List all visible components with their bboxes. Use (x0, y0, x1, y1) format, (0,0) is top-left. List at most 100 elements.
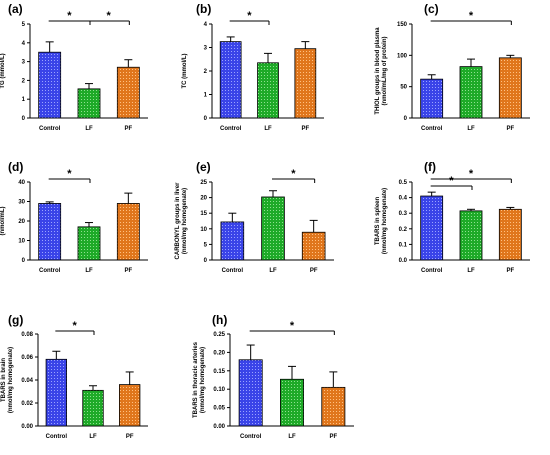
y-axis-title: TBARS in spleen(nmol/mg homogenate) (375, 188, 388, 254)
bar-control (420, 195, 444, 261)
bar-lf (459, 66, 483, 119)
y-axis-title-line: (nmol/mg homogenate) (200, 347, 206, 413)
bar-lf (261, 196, 285, 261)
y-tick-label: 100 (397, 53, 408, 59)
category-label: LF (264, 126, 272, 132)
y-tick-label: 0.4 (399, 196, 408, 202)
y-tick-label: 3 (22, 60, 26, 66)
category-label: PF (126, 434, 134, 440)
bar-lf (257, 62, 279, 119)
y-axis-title: TC (mmol/L) (182, 54, 188, 89)
y-tick-label: 20 (200, 196, 207, 202)
y-axis-title-line: TC (mmol/L) (182, 54, 188, 89)
y-tick-label: 0.02 (21, 401, 33, 407)
y-axis-title-line: (nmol/mg homogenate) (382, 188, 388, 254)
y-tick-label: 0.05 (213, 406, 225, 412)
panel-c: (c) 0 50 100 150 THIOL groups in blood plasma… (375, 2, 530, 132)
y-axis-title-line: (nmol/mg homogenate) (182, 188, 188, 254)
y-tick-label: 0 (22, 116, 26, 122)
significance-marker: * (67, 168, 72, 180)
bar-pf (294, 48, 317, 119)
bar-control (420, 78, 444, 119)
y-tick-label: 0.00 (213, 424, 225, 430)
y-axis-title-line: (nmol/mL/mg of protein) (382, 37, 388, 106)
y-tick-label: 0.08 (21, 332, 33, 338)
panel-a: (a) 0 1 2 3 4 5 TG (mmol/L) Control LF PF * * (0, 2, 148, 132)
category-label: LF (85, 126, 93, 132)
y-tick-label: 0.15 (213, 369, 225, 375)
bar-control (220, 221, 245, 261)
y-axis-title: CARBONYL groups in liver(nmol/mg homogen… (175, 182, 188, 260)
y-tick-label: 10 (200, 227, 207, 233)
y-tick-label: 0 (404, 116, 408, 122)
panel-h: (h) 0.00 0.05 0.10 0.15 0.20 0.25 TBARS in thor… (193, 313, 354, 440)
y-tick-label: 0 (204, 258, 208, 264)
bar-control (238, 359, 263, 427)
y-axis-title: TBARS in brain(nmol/mg homogenate) (1, 347, 14, 413)
y-tick-label: 0.00 (21, 424, 33, 430)
panel-b: (b) 0 1 2 3 4 TC (mmol/L) Control LF PF * (182, 2, 324, 132)
y-tick-label: 15 (200, 211, 207, 217)
category-label: PF (124, 268, 132, 274)
panel-label: (h) (212, 313, 227, 327)
y-axis-title-line: THIOL groups in blood plasma (375, 27, 381, 115)
y-tick-label: 2 (204, 69, 208, 75)
category-label: LF (89, 434, 97, 440)
y-axis-title-line: TBARS in spleen (375, 196, 381, 245)
y-tick-label: 0.20 (213, 350, 225, 356)
y-tick-label: 0.06 (21, 355, 33, 361)
bar-lf (459, 210, 483, 261)
bar-lf (280, 378, 304, 427)
category-label: LF (467, 126, 475, 132)
category-label: Control (240, 434, 262, 440)
y-tick-label: 0.25 (213, 332, 225, 338)
y-axis-title-line: TBARS in thoracic arteries (193, 341, 199, 418)
y-tick-label: 0.1 (399, 242, 408, 248)
y-tick-label: 3 (204, 46, 208, 52)
panel-e: (e) 0 5 10 15 20 25 CARBONYL groups in liver(nm… (175, 160, 334, 274)
bar-lf (77, 226, 101, 261)
significance-marker: * (67, 10, 72, 22)
significance-marker: * (247, 10, 252, 22)
category-label: Control (421, 268, 443, 274)
panel-label: (g) (8, 313, 23, 327)
category-label: PF (506, 126, 514, 132)
y-tick-label: 5 (204, 242, 208, 248)
bar-pf (119, 384, 141, 427)
category-label: Control (46, 434, 68, 440)
category-label: LF (269, 268, 277, 274)
panel-label: (e) (196, 160, 211, 174)
y-tick-label: 0 (204, 116, 208, 122)
panel-label: (c) (424, 2, 439, 16)
significance-marker: * (449, 175, 454, 187)
significance-marker: * (290, 320, 295, 332)
category-label: Control (222, 268, 244, 274)
y-axis-title: TBARS in thoracic arteries(nmol/mg homog… (193, 341, 206, 418)
y-tick-label: 4 (22, 41, 26, 47)
y-tick-label: 0.10 (213, 387, 225, 393)
y-axis-title: CARBONYL groups in blood plasma(nmol/mL) (0, 169, 6, 273)
y-tick-label: 4 (204, 22, 208, 28)
y-tick-label: 5 (22, 22, 26, 28)
panel-d: (d) 0 10 20 30 40 CARBONYL groups in blood pla… (0, 160, 148, 274)
significance-marker: * (291, 168, 296, 180)
significance-marker: * (469, 168, 474, 180)
category-label: PF (310, 268, 318, 274)
category-label: Control (39, 126, 61, 132)
y-axis-title-line: (nmol/mL) (0, 207, 6, 236)
y-tick-label: 0.3 (399, 211, 408, 217)
y-tick-label: 40 (18, 180, 25, 186)
bar-control (38, 51, 62, 119)
panel-g: (g) 0.00 0.02 0.04 0.06 0.08 TBARS in brain(nm… (1, 313, 148, 440)
y-axis-title-line: TBARS in brain (1, 358, 7, 402)
category-label: PF (506, 268, 514, 274)
panel-label: (f) (424, 160, 436, 174)
bar-lf (82, 389, 104, 427)
panel-f: (f) 0.0 0.1 0.2 0.3 0.4 0.5 TBARS in spleen(nmo… (375, 160, 530, 274)
y-tick-label: 0 (22, 258, 26, 264)
bar-pf (321, 386, 346, 427)
y-tick-label: 2 (22, 78, 26, 84)
panel-label: (b) (196, 2, 211, 16)
category-label: PF (124, 126, 132, 132)
